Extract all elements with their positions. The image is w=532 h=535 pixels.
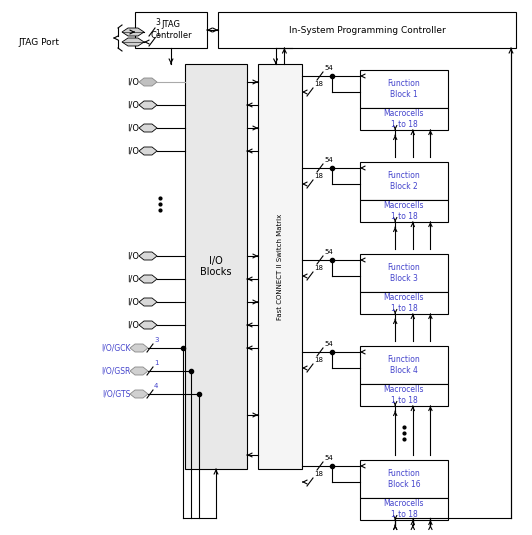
Bar: [360, 346, 448, 384]
Polygon shape: [130, 367, 148, 375]
Text: 54: 54: [324, 157, 332, 163]
Text: 54: 54: [324, 249, 332, 255]
Text: 18: 18: [314, 173, 323, 179]
Bar: [135, 12, 207, 48]
Text: Fast CONNECT II Switch Matrix: Fast CONNECT II Switch Matrix: [277, 213, 283, 319]
Text: 4: 4: [154, 383, 159, 389]
Text: I/O/GCK: I/O/GCK: [102, 343, 131, 353]
Polygon shape: [139, 78, 157, 86]
Text: Function
Block 2: Function Block 2: [388, 171, 420, 190]
Text: 18: 18: [314, 265, 323, 271]
Text: JTAG Port: JTAG Port: [18, 37, 59, 47]
Text: 1: 1: [154, 360, 159, 366]
Polygon shape: [122, 38, 144, 46]
Bar: [185, 64, 247, 469]
Text: Macrocells
1 to 18: Macrocells 1 to 18: [384, 293, 424, 312]
Text: JTAG
Controller: JTAG Controller: [150, 20, 192, 40]
Text: I/O: I/O: [127, 78, 139, 87]
Text: 54: 54: [324, 455, 332, 461]
Text: Function
Block 3: Function Block 3: [388, 263, 420, 282]
Text: Macrocells
1 to 18: Macrocells 1 to 18: [384, 109, 424, 129]
Text: I/O: I/O: [127, 274, 139, 284]
Text: I/O/GTS: I/O/GTS: [103, 389, 131, 399]
Bar: [360, 384, 448, 406]
Text: Macrocells
1 to 18: Macrocells 1 to 18: [384, 201, 424, 221]
Text: I/O: I/O: [127, 320, 139, 330]
Text: I/O/GSR: I/O/GSR: [102, 366, 131, 376]
Polygon shape: [139, 298, 157, 306]
Bar: [360, 108, 448, 130]
Text: I/O: I/O: [127, 101, 139, 110]
Text: I/O: I/O: [127, 124, 139, 133]
Text: 18: 18: [314, 471, 323, 477]
Polygon shape: [130, 344, 148, 352]
Text: I/O: I/O: [127, 297, 139, 307]
Text: Function
Block 4: Function Block 4: [388, 355, 420, 374]
Polygon shape: [122, 28, 144, 36]
Text: Macrocells
1 to 18: Macrocells 1 to 18: [384, 385, 424, 404]
Polygon shape: [139, 321, 157, 329]
Bar: [360, 70, 448, 108]
Bar: [360, 498, 448, 520]
Text: 3: 3: [154, 337, 159, 343]
Polygon shape: [130, 390, 148, 398]
Polygon shape: [139, 147, 157, 155]
Text: Function
Block 16: Function Block 16: [388, 469, 420, 488]
Bar: [218, 12, 516, 48]
Text: 3: 3: [155, 18, 160, 27]
Text: Function
Block 1: Function Block 1: [388, 79, 420, 98]
Bar: [360, 460, 448, 498]
Text: 18: 18: [314, 357, 323, 363]
Bar: [360, 200, 448, 222]
Text: I/O
Blocks: I/O Blocks: [200, 256, 232, 277]
Bar: [360, 292, 448, 314]
Polygon shape: [139, 124, 157, 132]
Text: 18: 18: [314, 81, 323, 87]
Text: In-System Programming Controller: In-System Programming Controller: [289, 26, 445, 34]
Text: 54: 54: [324, 65, 332, 71]
Text: I/O: I/O: [127, 251, 139, 261]
Polygon shape: [139, 252, 157, 260]
Text: I/O: I/O: [127, 147, 139, 156]
Bar: [360, 254, 448, 292]
Polygon shape: [139, 101, 157, 109]
Bar: [360, 162, 448, 200]
Text: 1: 1: [155, 29, 160, 38]
Bar: [258, 64, 302, 469]
Polygon shape: [139, 275, 157, 283]
Text: Macrocells
1 to 18: Macrocells 1 to 18: [384, 499, 424, 519]
Text: 54: 54: [324, 341, 332, 347]
